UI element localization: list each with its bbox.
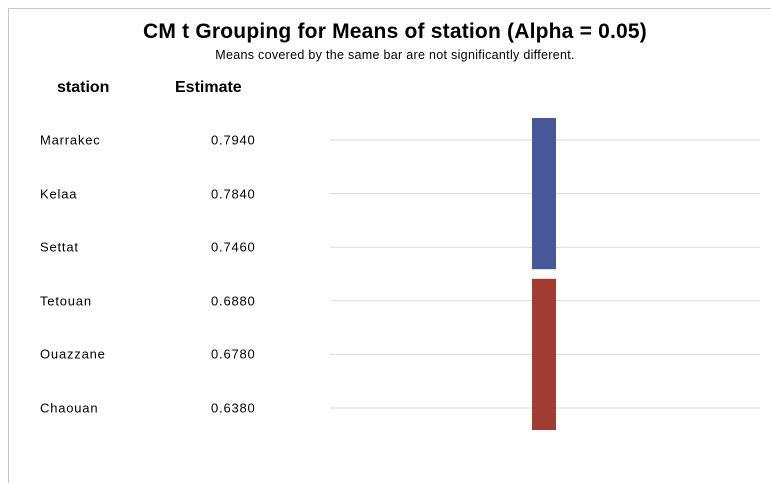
row-station-label: Chaouan <box>40 400 99 416</box>
grouping-bar-1 <box>532 118 556 270</box>
column-header-estimate: Estimate <box>175 79 242 96</box>
row-station-label: Kelaa <box>40 186 78 202</box>
row-station-label: Ouazzane <box>40 346 106 362</box>
row-estimate-value: 0.6880 <box>211 293 256 309</box>
row-estimate-value: 0.7940 <box>211 132 256 148</box>
row-station-label: Tetouan <box>40 293 92 309</box>
chart-subtitle: Means covered by the same bar are not si… <box>215 48 575 62</box>
row-estimate-value: 0.7840 <box>211 186 256 202</box>
row-estimate-value: 0.6380 <box>211 400 256 416</box>
grouping-bar-2 <box>532 278 556 430</box>
chart-title: CM t Grouping for Means of station (Alph… <box>143 20 647 43</box>
row-estimate-value: 0.6780 <box>211 346 256 362</box>
row-estimate-value: 0.7460 <box>211 239 256 255</box>
column-header-station: station <box>57 79 110 96</box>
row-station-label: Settat <box>40 239 79 255</box>
chart-frame <box>8 8 771 483</box>
row-station-label: Marrakec <box>40 132 101 148</box>
